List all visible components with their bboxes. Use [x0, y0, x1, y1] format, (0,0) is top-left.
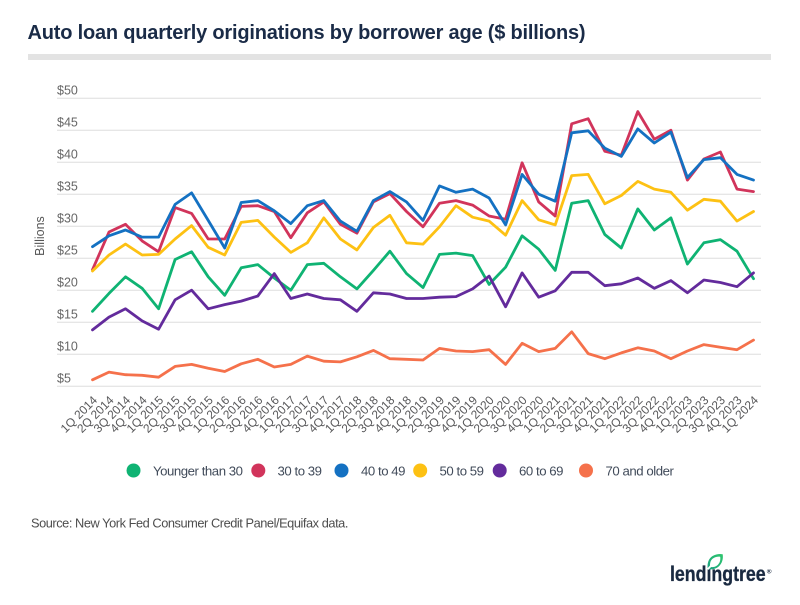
svg-text:$45: $45: [57, 116, 78, 130]
svg-text:$5: $5: [57, 372, 71, 386]
svg-text:Billions: Billions: [33, 216, 47, 256]
svg-text:$15: $15: [57, 308, 78, 322]
svg-text:$25: $25: [57, 244, 78, 258]
svg-text:Younger than 30: Younger than 30: [153, 464, 243, 479]
svg-text:40 to 49: 40 to 49: [361, 464, 405, 479]
svg-text:30 to 39: 30 to 39: [278, 464, 322, 479]
svg-text:60 to 69: 60 to 69: [519, 464, 563, 479]
svg-text:Auto loan quarterly originatio: Auto loan quarterly originations by borr…: [28, 22, 586, 44]
svg-text:$20: $20: [57, 276, 78, 290]
svg-text:lendıngtree: lendıngtree: [670, 563, 766, 587]
svg-text:Source: New York Fed Consumer: Source: New York Fed Consumer Credit Pan…: [31, 516, 348, 531]
svg-text:$10: $10: [57, 340, 78, 354]
svg-text:$40: $40: [57, 148, 78, 162]
svg-text:®: ®: [767, 568, 772, 576]
svg-text:$30: $30: [57, 212, 78, 226]
svg-text:50 to 59: 50 to 59: [440, 464, 484, 479]
svg-text:70 and older: 70 and older: [606, 464, 675, 479]
svg-text:$35: $35: [57, 180, 78, 194]
svg-text:$50: $50: [57, 84, 78, 98]
